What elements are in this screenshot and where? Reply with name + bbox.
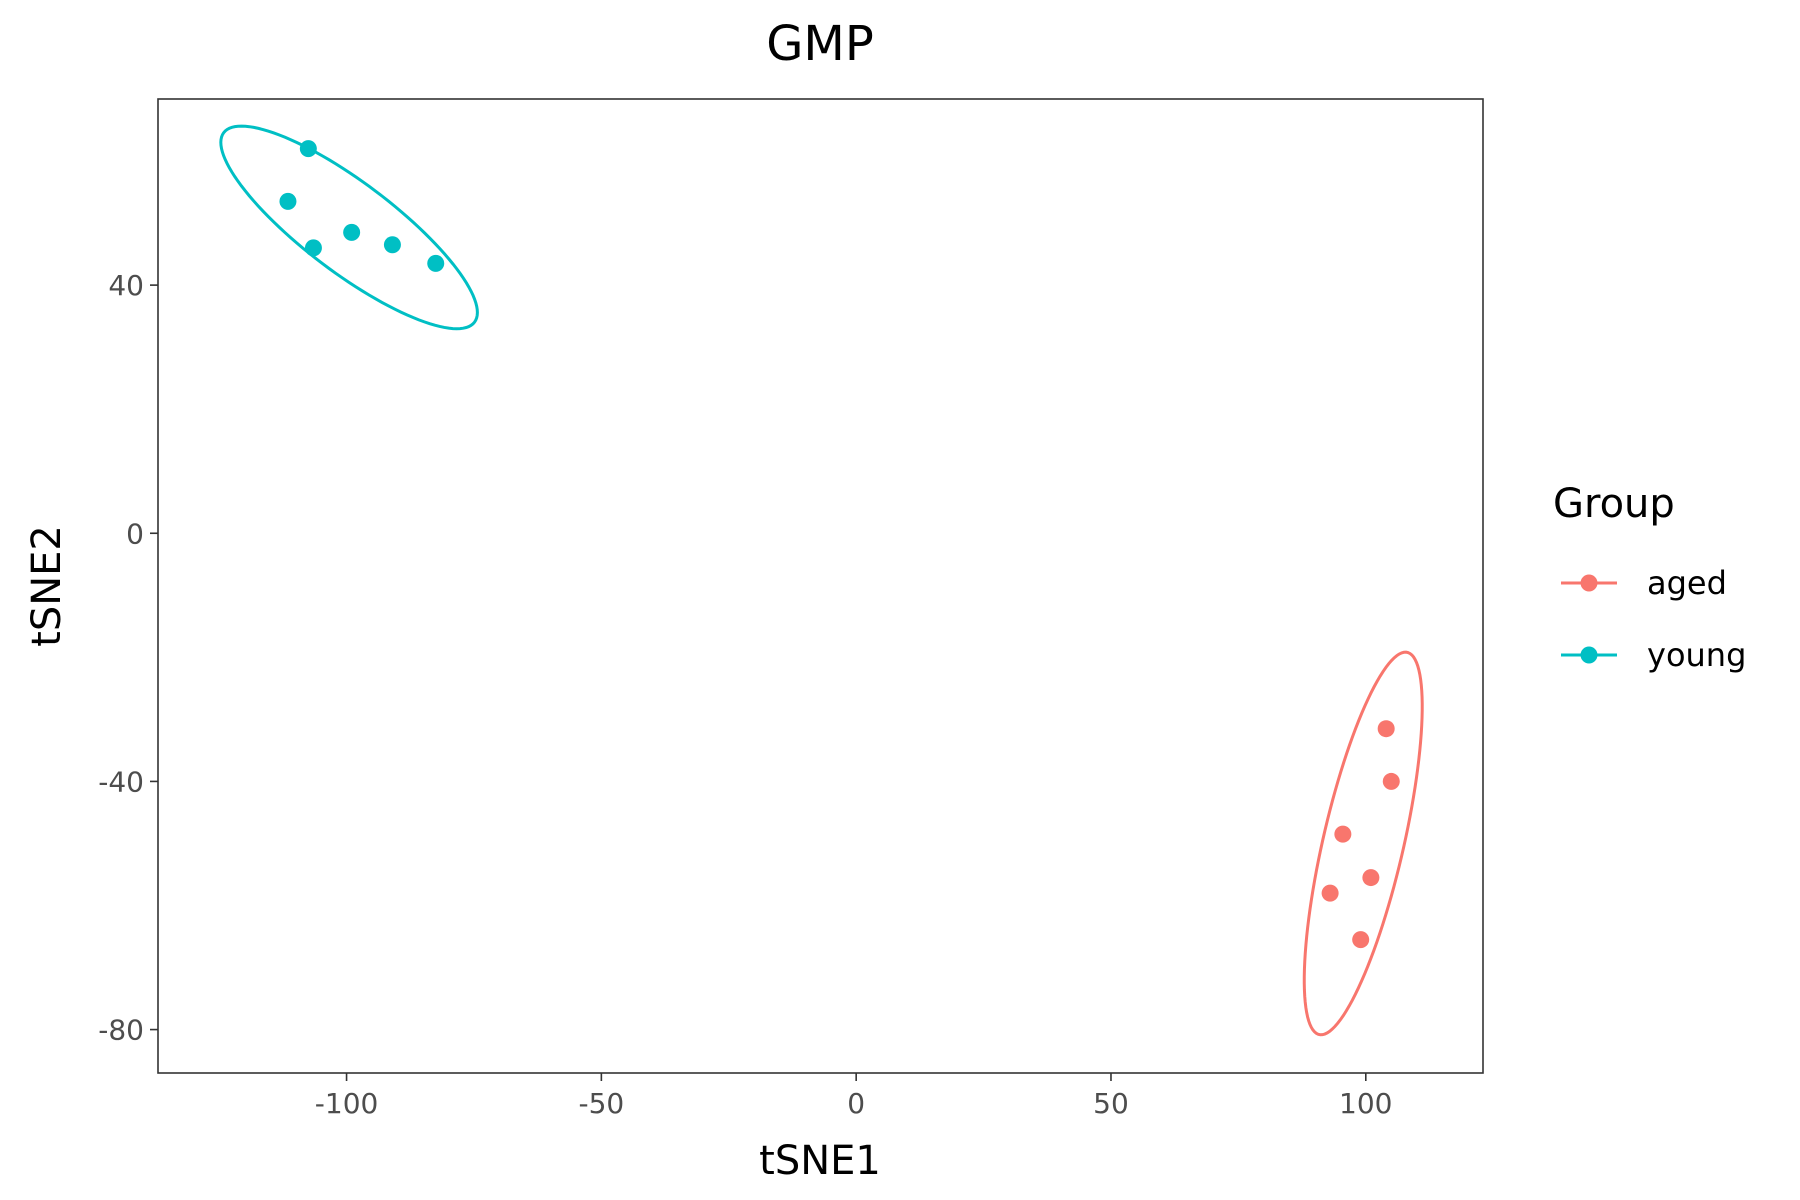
legend-title: Group — [1553, 481, 1675, 527]
x-tick-label: -50 — [578, 1087, 624, 1120]
legend: Group aged young — [1553, 481, 1746, 674]
point-aged-3 — [1334, 825, 1352, 843]
y-tick-label: 40 — [108, 269, 144, 302]
legend-key-dot-aged — [1580, 574, 1598, 592]
ellipse-aged — [1302, 650, 1424, 1037]
x-axis: -100 -50 0 50 100 — [315, 1073, 1393, 1120]
point-young-4 — [343, 223, 361, 241]
point-young-5 — [383, 236, 401, 254]
y-tick-label: 0 — [126, 517, 144, 550]
point-aged-1 — [1377, 720, 1395, 738]
y-axis: 40 0 -40 -80 — [98, 269, 158, 1047]
chart-title: GMP — [766, 16, 874, 72]
legend-key-dot-young — [1580, 646, 1598, 664]
point-aged-2 — [1382, 772, 1400, 790]
point-young-3 — [304, 239, 322, 257]
y-tick-label: -40 — [98, 765, 144, 798]
x-tick-label: 0 — [847, 1087, 865, 1120]
point-aged-6 — [1352, 931, 1370, 949]
x-tick-label: -100 — [315, 1087, 379, 1120]
y-tick-label: -80 — [98, 1014, 144, 1047]
x-tick-label: 100 — [1339, 1087, 1392, 1120]
point-young-6 — [427, 254, 445, 272]
legend-label-young: young — [1647, 636, 1746, 674]
point-aged-5 — [1321, 884, 1339, 902]
y-axis-title: tSNE2 — [24, 525, 70, 647]
ellipse-young — [219, 124, 479, 331]
legend-label-aged: aged — [1647, 564, 1727, 602]
plot-panel-border — [157, 98, 1484, 1074]
x-tick-label: 50 — [1093, 1087, 1129, 1120]
point-young-2 — [279, 192, 297, 210]
point-aged-4 — [1362, 869, 1380, 887]
plot-area — [219, 124, 1424, 1037]
x-axis-title: tSNE1 — [759, 1138, 881, 1184]
point-young-1 — [299, 140, 317, 158]
